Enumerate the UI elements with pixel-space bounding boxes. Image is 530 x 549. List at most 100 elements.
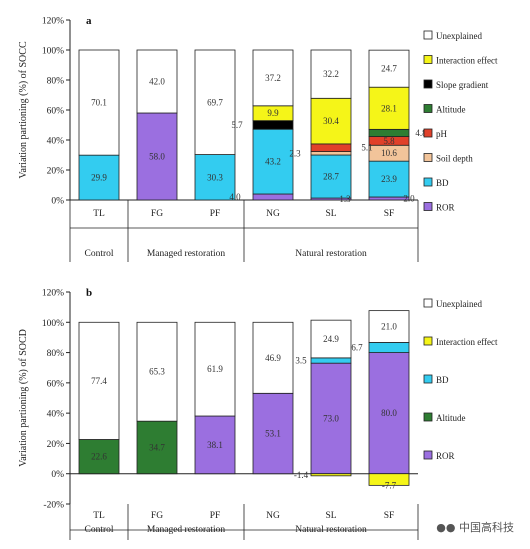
group-label: Control: [84, 525, 113, 535]
panel-b-chart: -20% 0% 20% 40% 60% 80% 100% 120% Variation part…: [18, 287, 498, 540]
legend-swatch: [423, 177, 433, 187]
x-tick-label: SL: [325, 209, 336, 219]
y-tick-label: 120%: [42, 17, 64, 27]
data-label: -1.4: [294, 470, 309, 480]
y-tick-label: 0%: [51, 197, 64, 207]
bar-segment-unexplained: [78, 49, 120, 156]
bar-segment-unexplained: [78, 321, 120, 440]
legend-swatch: [423, 55, 433, 64]
legend-label: Altitude: [436, 413, 466, 423]
legend-label: BD: [436, 178, 449, 188]
bar-segment-unexplained: [252, 321, 294, 394]
legend-swatch: [423, 153, 433, 162]
bar-segment-altitude: [136, 420, 178, 475]
x-tick-label: SF: [384, 209, 395, 219]
data-label: 1.3: [339, 194, 351, 204]
data-label: 3.5: [295, 356, 307, 366]
bar-segment-interaction-effect: [310, 473, 352, 477]
data-label: 2.3: [289, 148, 301, 158]
panel-letter: b: [86, 287, 92, 299]
data-label: 32.2: [323, 69, 339, 79]
legend-label: ROR: [436, 451, 455, 461]
y-tick-label: 20%: [47, 167, 65, 177]
x-tick-label: SF: [384, 511, 395, 521]
data-label: 61.9: [207, 364, 223, 374]
x-tick-label: NG: [266, 511, 280, 521]
bar-segment-unexplained: [252, 49, 294, 107]
data-label: 4.0: [229, 192, 241, 202]
data-label: 28.1: [381, 103, 397, 113]
y-tick-label: 20%: [47, 440, 65, 450]
bar-segment-interaction-effect: [310, 97, 352, 145]
group-label: Managed restoration: [147, 249, 226, 259]
bar-segment-interaction-effect: [368, 86, 410, 130]
data-label: 29.9: [91, 173, 107, 183]
bar-segment-unexplained: [136, 49, 178, 114]
legend-swatch: [423, 374, 433, 384]
bar-segment-soil-depth: [310, 151, 352, 156]
x-tick-label: PF: [210, 209, 221, 219]
legend-label: Unexplained: [436, 299, 482, 309]
y-tick-label: 60%: [47, 107, 65, 117]
legend-label: Soil depth: [436, 154, 473, 164]
y-tick-label: -20%: [43, 501, 64, 511]
watermark: ●● 中国高科技: [436, 519, 514, 535]
legend-swatch: [423, 104, 433, 113]
legend-swatch: [423, 450, 433, 460]
bar-segment-unexplained: [136, 321, 178, 422]
group-label: Natural restoration: [295, 249, 367, 259]
data-label: 5.1: [361, 143, 372, 153]
bar-segment-unexplained: [368, 49, 410, 88]
bar-segment-bd: [310, 357, 352, 364]
legend-swatch: [423, 128, 433, 138]
legend-label: Unexplained: [436, 31, 482, 41]
data-label: 58.0: [149, 152, 165, 162]
legend-label: pH: [436, 129, 448, 139]
bar-segment-ror: [136, 112, 178, 201]
bar-segment-ror: [194, 415, 236, 475]
data-label: 69.7: [207, 97, 223, 107]
bar-segment-ph: [310, 143, 352, 152]
data-label: 30.4: [323, 116, 339, 126]
panel-a-chart: 0% 20% 40% 60% 80% 100% 120% Variation partioni…: [18, 15, 498, 262]
data-label: 6.7: [351, 342, 363, 352]
panel-letter: a: [86, 15, 92, 27]
bar-segment-unexplained: [310, 49, 352, 99]
legend-swatch: [423, 202, 433, 211]
data-label: 22.6: [91, 452, 107, 462]
legend-label: Altitude: [436, 105, 466, 115]
data-label: 70.1: [91, 98, 107, 108]
y-tick-label: 0%: [51, 470, 64, 480]
bar-segment-unexplained: [310, 319, 352, 359]
bar-segment-ror: [252, 193, 294, 201]
x-tick-label: FG: [151, 209, 163, 219]
bar-segment-unexplained: [194, 49, 236, 155]
data-label: 46.9: [265, 353, 281, 363]
data-label: 34.7: [149, 442, 165, 452]
data-label: 80.0: [381, 408, 397, 418]
y-tick-label: 80%: [47, 349, 65, 359]
data-label: 53.1: [265, 429, 281, 439]
legend-label: BD: [436, 375, 449, 385]
x-tick-label: PF: [210, 511, 221, 521]
data-label: 5.8: [383, 136, 395, 146]
bar-segment-bd: [78, 154, 120, 201]
x-tick-label: TL: [93, 209, 105, 219]
legend-label: Interaction effect: [436, 337, 498, 347]
legend-swatch: [423, 336, 433, 346]
data-label: 9.9: [267, 108, 279, 118]
legend-label: Interaction effect: [436, 56, 498, 66]
bar-segment-slope-gradient: [252, 120, 294, 130]
data-label: 77.4: [91, 376, 107, 386]
y-tick-label: 120%: [42, 289, 64, 299]
legend-swatch: [423, 412, 433, 422]
data-label: 21.0: [381, 322, 397, 332]
y-axis-title: Variation partioning (%) of SOCD: [18, 329, 29, 467]
legend-swatch: [423, 30, 433, 40]
data-label: 4.8: [415, 128, 427, 138]
data-label: 28.7: [323, 172, 339, 182]
legend-swatch: [423, 79, 433, 89]
data-label: 10.6: [381, 148, 397, 158]
watermark-text: 中国高科技: [459, 521, 514, 534]
